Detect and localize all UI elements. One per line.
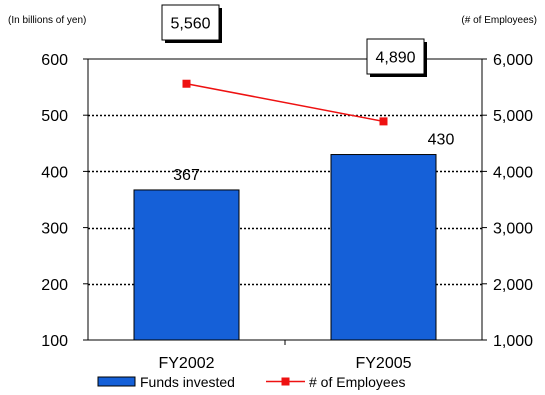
bar-value-label: 430 bbox=[428, 132, 455, 149]
employees-label-box bbox=[366, 38, 425, 75]
left-axis-tick-label: 100 bbox=[41, 333, 68, 350]
employees-marker bbox=[182, 79, 191, 88]
right-axis-tick-label: 4,000 bbox=[493, 164, 533, 181]
right-axis-title: (# of Employees) bbox=[461, 15, 537, 26]
legend-label-employees: # of Employees bbox=[309, 374, 406, 390]
left-axis-tick-label: 400 bbox=[41, 164, 68, 181]
right-axis-tick-label: 5,000 bbox=[493, 108, 533, 125]
right-axis-tick-label: 6,000 bbox=[493, 52, 533, 69]
line-series bbox=[182, 79, 388, 126]
bar bbox=[133, 189, 240, 341]
bar bbox=[330, 154, 437, 341]
left-axis-tick-label: 300 bbox=[41, 221, 68, 238]
x-axis-tick-label: FY2002 bbox=[158, 355, 214, 372]
bar-value-label: 367 bbox=[173, 167, 200, 184]
legend-marker-employees bbox=[281, 377, 290, 386]
right-axis-tick-label: 2,000 bbox=[493, 277, 533, 294]
legend-swatch-funds-invested bbox=[97, 376, 136, 387]
left-axis-tick-label: 200 bbox=[41, 277, 68, 294]
left-axis-title: (In billions of yen) bbox=[8, 15, 86, 26]
data-labels: 367 430 5,560 4,890 bbox=[161, 4, 455, 184]
employees-value-label: 4,890 bbox=[375, 50, 415, 67]
employees-value-label: 5,560 bbox=[170, 16, 210, 33]
left-axis-tick-label: 500 bbox=[41, 108, 68, 125]
right-axis-tick-label: 1,000 bbox=[493, 333, 533, 350]
axes: 100 200 300 400 500 600 1,000 2,000 3,000 4,000 5,… bbox=[41, 52, 533, 372]
right-axis-tick-label: 3,000 bbox=[493, 221, 533, 238]
legend-label-funds-invested: Funds invested bbox=[140, 374, 235, 390]
employees-marker bbox=[379, 117, 388, 126]
x-axis-tick-label: FY2005 bbox=[355, 355, 411, 372]
legend: Funds invested # of Employees bbox=[97, 374, 406, 390]
left-axis-tick-label: 600 bbox=[41, 52, 68, 69]
employees-line bbox=[186, 82, 384, 123]
employees-label-box bbox=[161, 4, 220, 41]
